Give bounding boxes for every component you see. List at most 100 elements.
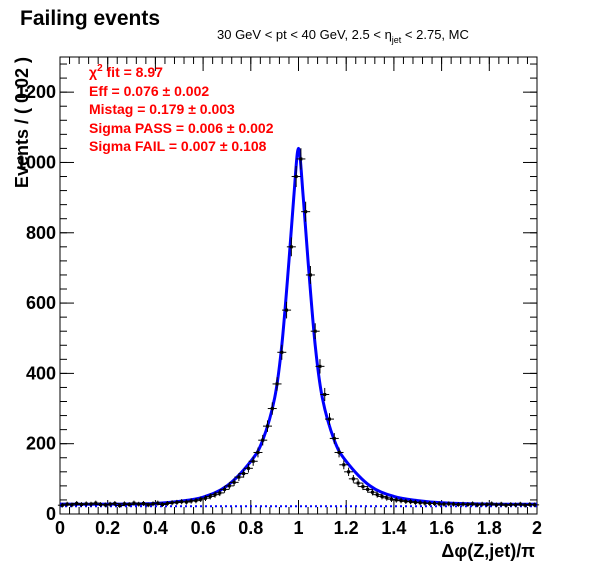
marker — [380, 494, 384, 498]
data-point — [248, 456, 258, 466]
marker — [523, 503, 527, 507]
marker — [99, 503, 103, 507]
marker — [294, 175, 298, 179]
marker — [261, 438, 265, 442]
x-tick-label: 1.2 — [334, 518, 359, 538]
marker — [189, 499, 193, 503]
data-point — [110, 501, 120, 506]
marker — [370, 490, 374, 494]
data-point — [191, 497, 201, 504]
chart-title: Failing events — [20, 7, 160, 30]
marker — [94, 501, 98, 505]
data-point — [67, 502, 77, 508]
subtitle-pre: 30 GeV < pt < 40 GeV, 2.5 < — [217, 27, 385, 42]
annotation-sigma-pass: Sigma PASS = 0.006 ± 0.002 — [89, 120, 274, 136]
x-tick-label: 2 — [532, 518, 542, 538]
marker — [461, 502, 465, 506]
marker — [137, 502, 141, 506]
fit-curve-line — [59, 146, 538, 506]
marker — [237, 475, 241, 479]
y-tick-label: 200 — [26, 434, 56, 454]
marker — [318, 364, 322, 368]
marker — [304, 210, 308, 214]
data-point — [115, 503, 125, 508]
data-point — [511, 502, 521, 508]
data-point — [325, 413, 335, 425]
marker — [232, 480, 236, 484]
data-point — [377, 493, 387, 500]
axis-ticks — [59, 57, 538, 515]
data-point — [229, 478, 239, 487]
marker — [289, 245, 293, 249]
marker — [103, 503, 107, 507]
marker — [246, 466, 250, 470]
annotation-chi-rest: fit = 8.97 — [103, 64, 164, 80]
marker — [161, 503, 165, 507]
x-tick-label: 0 — [55, 518, 65, 538]
marker — [337, 450, 341, 454]
marker — [385, 496, 389, 500]
marker — [480, 502, 484, 506]
data-point — [162, 501, 172, 506]
data-point — [100, 502, 110, 508]
data-point — [406, 499, 416, 505]
data-point — [143, 502, 153, 508]
y-tick-label: 400 — [26, 363, 56, 383]
data-point — [305, 266, 315, 284]
marker — [270, 407, 274, 411]
data-point — [220, 486, 230, 493]
data-point — [196, 496, 206, 502]
data-point — [301, 201, 311, 222]
data-point — [105, 501, 115, 507]
data-point — [367, 489, 377, 496]
marker — [313, 329, 317, 333]
data-point — [134, 501, 144, 507]
marker — [504, 503, 508, 507]
marker — [108, 502, 112, 506]
data-point — [382, 494, 392, 501]
data-point — [181, 499, 191, 505]
marker — [151, 502, 155, 506]
data-point — [239, 469, 249, 478]
marker — [452, 502, 456, 506]
marker — [375, 493, 379, 497]
marker — [366, 487, 370, 491]
data-point — [472, 502, 482, 508]
y-tick-label: 600 — [26, 293, 56, 313]
marker — [194, 499, 198, 503]
y-axis-label: Events / ( 0.02 ) — [12, 57, 32, 188]
marker — [65, 502, 69, 506]
data-points — [57, 148, 540, 508]
marker — [113, 501, 117, 505]
marker — [89, 502, 93, 506]
data-point — [468, 501, 478, 507]
x-tick-label: 0.4 — [143, 518, 168, 538]
data-point — [62, 501, 72, 507]
subtitle-eta: η — [385, 27, 392, 42]
marker — [361, 485, 365, 489]
marker — [490, 502, 494, 506]
marker — [456, 503, 460, 507]
data-point — [158, 502, 168, 507]
marker — [533, 503, 537, 507]
data-point — [353, 479, 363, 487]
marker — [442, 502, 446, 506]
annotations: χ2 fit = 8.97 Eff = 0.076 ± 0.002 Mistag… — [89, 63, 274, 154]
marker — [70, 503, 74, 507]
annotation-chi-sup: 2 — [97, 63, 103, 74]
data-point — [272, 377, 282, 391]
data-point — [258, 434, 268, 446]
data-point — [138, 501, 148, 506]
data-point — [277, 344, 287, 360]
data-point — [344, 467, 354, 476]
data-point — [224, 482, 234, 490]
marker — [404, 499, 408, 503]
marker — [223, 487, 227, 491]
marker — [475, 503, 479, 507]
data-point — [282, 301, 292, 319]
marker — [428, 501, 432, 505]
data-point — [487, 501, 497, 507]
marker — [447, 502, 451, 506]
marker — [328, 417, 332, 421]
